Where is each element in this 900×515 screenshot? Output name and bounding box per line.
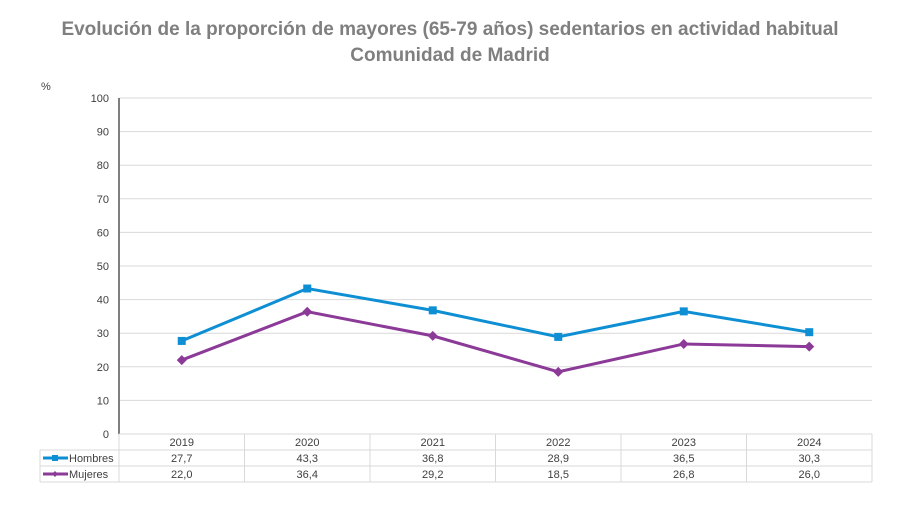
y-tick-label: 0 xyxy=(103,429,109,441)
data-table-cell: 28,9 xyxy=(548,453,569,465)
chart-subtitle: Comunidad de Madrid xyxy=(350,45,550,66)
data-table-cell: 18,5 xyxy=(548,469,569,481)
data-table-cell: 30,3 xyxy=(799,453,820,465)
y-tick-label: 10 xyxy=(97,395,109,407)
x-tick-label: 2021 xyxy=(421,437,445,449)
data-point xyxy=(427,330,438,341)
data-point xyxy=(177,336,186,345)
y-axis-label: % xyxy=(41,81,51,93)
series-line-mujeres xyxy=(181,310,810,374)
y-tick-label: 40 xyxy=(97,295,109,307)
data-table-cell: 26,0 xyxy=(799,469,820,481)
data-table-cell: 43,3 xyxy=(297,453,318,465)
data-table-cell: 22,0 xyxy=(171,469,192,481)
data-point xyxy=(303,284,312,293)
legend-marker xyxy=(52,455,58,461)
data-table-cell: 26,8 xyxy=(673,469,694,481)
x-tick-label: 2020 xyxy=(295,437,319,449)
data-point xyxy=(554,332,563,341)
y-tick-label: 20 xyxy=(97,362,109,374)
data-point xyxy=(302,306,313,317)
data-point xyxy=(804,341,815,352)
data-table-cell: 29,2 xyxy=(422,469,443,481)
data-table-cell: 36,8 xyxy=(422,453,443,465)
legend-label: Hombres xyxy=(69,453,114,465)
data-table-cell: 36,5 xyxy=(673,453,694,465)
data-point xyxy=(678,338,689,349)
legend-label: Mujeres xyxy=(69,469,109,481)
x-tick-label: 2023 xyxy=(672,437,696,449)
y-tick-label: 100 xyxy=(91,93,109,105)
chart-title: Evolución de la proporción de mayores (6… xyxy=(61,19,839,40)
y-tick-label: 60 xyxy=(97,227,109,239)
y-tick-label: 70 xyxy=(97,194,109,206)
y-tick-label: 80 xyxy=(97,160,109,172)
data-table-cell: 27,7 xyxy=(171,453,192,465)
data-point xyxy=(679,307,688,316)
data-point xyxy=(428,306,437,315)
data-point xyxy=(176,355,187,366)
y-tick-label: 50 xyxy=(97,261,109,273)
data-point xyxy=(553,366,564,377)
y-tick-label: 30 xyxy=(97,328,109,340)
data-point xyxy=(805,328,814,337)
x-tick-label: 2022 xyxy=(546,437,570,449)
data-table-cell: 36,4 xyxy=(297,469,318,481)
x-tick-label: 2024 xyxy=(797,437,821,449)
x-tick-label: 2019 xyxy=(170,437,194,449)
y-tick-label: 90 xyxy=(97,127,109,139)
series-line-hombres xyxy=(181,286,810,343)
legend-marker xyxy=(52,471,58,477)
